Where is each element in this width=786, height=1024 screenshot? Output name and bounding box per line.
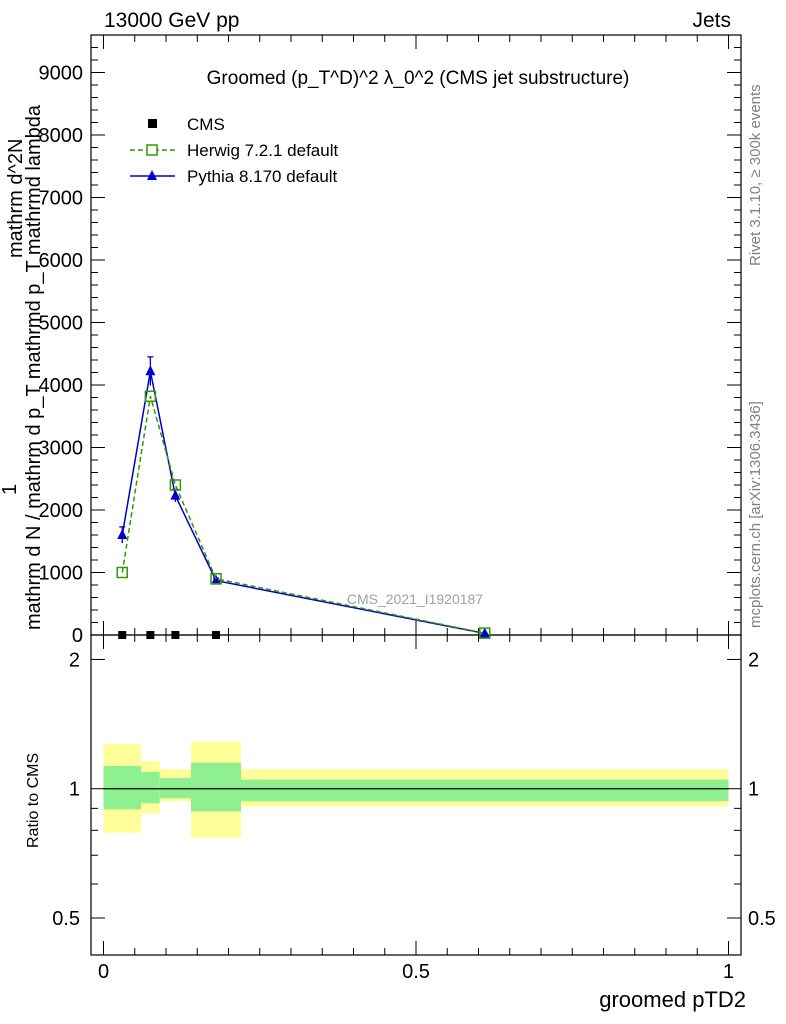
pythia-marker: [117, 529, 128, 539]
x-tick-label: 0.5: [402, 961, 430, 983]
legend-label: CMS: [187, 115, 225, 134]
herwig-marker: [210, 573, 222, 585]
pythia-marker: [170, 489, 181, 500]
y-tick-label: 1000: [39, 563, 84, 585]
herwig-marker: [144, 390, 157, 402]
header-category: Jets: [692, 9, 731, 32]
y-axis-title-numerator-2: mathrm d^2N: [5, 139, 27, 258]
herwig-marker: [479, 627, 491, 639]
cms-marker: [212, 631, 220, 639]
legend-pythia-marker: [147, 170, 157, 180]
ratio-y-tick-label-right: 2: [748, 649, 759, 671]
legend-label: Pythia 8.170 default: [187, 167, 338, 186]
ratio-band-inner-2: [159, 777, 191, 799]
ratio-band-inner-3: [191, 762, 241, 812]
legend-label: Herwig 7.2.1 default: [187, 141, 338, 160]
herwig-marker: [116, 566, 128, 579]
ratio-y-tick-label-right: 0.5: [748, 908, 776, 930]
ratio-band-inner-4: [241, 779, 729, 802]
pythia-marker: [479, 627, 490, 638]
ratio-y-axis-label: Ratio to CMS: [25, 753, 42, 848]
y-axis-title-numerator: 1: [0, 484, 21, 495]
ratio-y-tick-label: 0.5: [52, 908, 80, 930]
cms-marker: [118, 631, 127, 639]
herwig-marker: [169, 479, 182, 491]
y-tick-label: 9000: [39, 63, 84, 85]
y-tick-label: 8000: [39, 125, 84, 147]
chart-title: Groomed (p_T^D)^2 λ_0^2 (CMS jet substru…: [207, 68, 630, 89]
y-tick-label: 5000: [39, 313, 84, 335]
ratio-band-inner-1: [141, 771, 160, 804]
x-axis-label: groomed pTD2: [599, 987, 746, 1012]
cms-marker: [146, 631, 155, 639]
y-tick-label: 7000: [39, 188, 84, 210]
watermark: CMS_2021_I1920187: [347, 591, 483, 607]
y-tick-label: 0: [72, 625, 83, 647]
pythia-marker: [145, 365, 156, 376]
y-axis-title: mathrm d N / mathrm d p_T mathrmd p_T ma…: [0, 104, 45, 630]
x-tick-label: 1: [723, 961, 734, 983]
cms-marker: [171, 631, 180, 639]
ratio-y-tick-label: 1: [69, 779, 80, 801]
pythia-marker: [211, 574, 221, 585]
herwig-line: [121, 396, 485, 634]
y-axis-title-denominator: mathrm d N / mathrm d p_T mathrmd p_T ma…: [23, 104, 45, 630]
y-tick-label: 4000: [39, 375, 84, 397]
legend-cms-marker: [148, 119, 157, 128]
ratio-y-tick-label-right: 1: [748, 779, 759, 801]
y-tick-label: 6000: [39, 250, 84, 272]
legend-herwig-marker: [146, 144, 158, 156]
ratio-y-axis-title: Ratio to CMS: [25, 753, 42, 848]
ratio-y-tick-label: 2: [69, 649, 80, 671]
y-tick-label: 2000: [39, 500, 84, 522]
y-tick-label: 3000: [39, 438, 84, 460]
ratio-band-inner-0: [103, 765, 141, 810]
x-tick-label: 0: [98, 961, 109, 983]
header-process: 13000 GeV pp: [104, 9, 240, 32]
